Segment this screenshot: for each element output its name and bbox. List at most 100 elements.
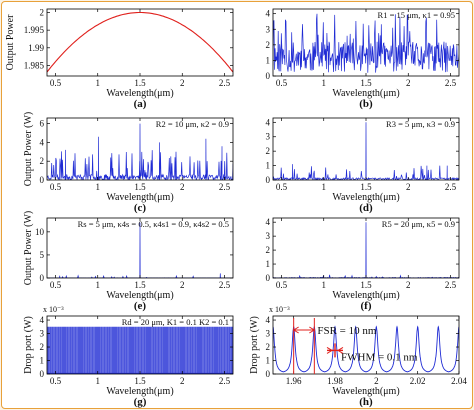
y-tick-label: 0	[266, 71, 271, 81]
y-tick-label: 1	[266, 55, 271, 65]
x-tick-label: 2.5	[445, 280, 457, 290]
signal-trace	[273, 13, 459, 73]
fwhm-arrow-right	[337, 346, 344, 354]
x-tick-label: 2	[406, 182, 411, 192]
plot-data	[47, 11, 233, 73]
y-tick-label: 2	[266, 146, 271, 156]
panel-label: (e)	[134, 300, 147, 312]
panel-label: (a)	[134, 98, 147, 110]
x-axis-label: Wavelength(μm)	[332, 386, 399, 397]
y-tick-label: 0	[266, 175, 271, 185]
x-tick-label: 2	[180, 280, 185, 290]
y-tick-label: 1	[266, 356, 271, 366]
y-tick-label: 5	[40, 250, 45, 260]
plot-area	[273, 316, 459, 374]
x-tick-label: 1	[95, 78, 100, 88]
x-tick-label: 0.5	[50, 78, 62, 88]
y-tick-label: 1.995	[24, 25, 45, 35]
plot-area	[47, 9, 233, 76]
y-tick-label: 4	[40, 315, 45, 325]
y-tick-label: 2	[266, 342, 271, 352]
y-tick-label: 1	[266, 161, 271, 171]
series-line	[47, 11, 233, 73]
y-tick-label: 2	[40, 8, 45, 18]
x-tick-label: 2.04	[451, 376, 467, 386]
y-tick-label: 1.99	[28, 43, 44, 53]
x-tick-label: 1	[321, 78, 326, 88]
x-tick-label: 1.5	[134, 78, 146, 88]
panel-label: (c)	[134, 202, 147, 214]
y-axis-label: Output Power (W)	[23, 112, 34, 186]
y-tick-label: 3	[40, 329, 45, 339]
y-tick-label: 2	[266, 40, 271, 50]
x-tick-label: 1.5	[360, 280, 372, 290]
x-axis-label: Wavelength(μm)	[332, 88, 399, 99]
parameter-annotation: R5 = 20 μm, κ5 = 0.9	[382, 219, 455, 229]
panel-e: 0.5 1 1.5 2 2.5 0 5 10 Wavelength(μm)(e) Output P…	[23, 211, 234, 312]
x-tick-label: 1.5	[360, 182, 372, 192]
x-tick-label: 1.96	[286, 376, 302, 386]
y-axis-label: Output Power (W)	[23, 211, 34, 285]
panel-label: (b)	[359, 98, 373, 110]
panel-label: (g)	[134, 396, 147, 408]
y-tick-label: 4	[266, 117, 271, 127]
x-axis-label: Wavelength(μm)	[106, 290, 173, 301]
y-tick-label: 3	[266, 231, 271, 241]
x-tick-label: 2	[374, 376, 379, 386]
panel-label: (f)	[361, 300, 372, 312]
x-tick-label: 0.5	[50, 280, 62, 290]
y-tick-label: 1.985	[24, 60, 45, 70]
parameter-annotation: R2 = 10 μm, κ2 = 0.9	[156, 119, 229, 129]
comb-trace	[47, 326, 233, 374]
panel-label: (d)	[359, 202, 373, 214]
panel-c: 0.5 1 1.5 2 2.5 0 2 4 6 Wavelength(μm)(c) Output P…	[23, 112, 234, 214]
y-tick-label: 0	[266, 369, 271, 379]
x-axis-label: Wavelength(μm)	[332, 192, 399, 203]
x-tick-label: 1.98	[327, 376, 343, 386]
plot-data	[273, 13, 459, 73]
fsr-arrow-head-right	[309, 326, 316, 334]
y-tick-label: 3	[266, 24, 271, 34]
y-exponent-label: x 10⁻³	[43, 305, 64, 314]
fsr-label: FSR = 10 nm	[317, 325, 377, 337]
y-tick-label: 4	[266, 217, 271, 227]
x-tick-label: 2	[406, 78, 411, 88]
y-tick-label: 6	[40, 119, 45, 129]
fwhm-arrow-left	[326, 346, 333, 354]
x-axis-label: Wavelength(μm)	[106, 192, 173, 203]
x-tick-label: 1	[321, 182, 326, 192]
x-tick-label: 1	[95, 376, 100, 386]
resonance-trace	[273, 325, 459, 373]
x-tick-label: 1.5	[134, 376, 146, 386]
x-tick-label: 2.5	[445, 182, 457, 192]
x-tick-label: 1.5	[134, 280, 146, 290]
x-tick-label: 1.5	[360, 78, 372, 88]
x-tick-label: 0.5	[276, 280, 288, 290]
y-tick-label: 0	[40, 273, 45, 283]
y-tick-label: 0	[40, 369, 45, 379]
y-tick-label: 1	[40, 356, 45, 366]
x-tick-label: 2	[180, 78, 185, 88]
y-tick-label: 1	[266, 259, 271, 269]
y-tick-label: 2	[40, 342, 45, 352]
panel-label: (h)	[359, 396, 373, 408]
parameter-annotation: R1 = 15 μm, κ1 = 0.95	[378, 10, 455, 20]
x-tick-label: 2	[180, 182, 185, 192]
panel-f: 0.5 1 1.5 2 2.5 0 1 2 3 4 Wavelength(μm)(f) R5 = 20…	[266, 217, 460, 312]
y-exponent-label: x 10⁻³	[269, 305, 290, 314]
y-axis-label: Drop port (W)	[23, 316, 34, 374]
x-tick-label: 2.5	[219, 376, 231, 386]
x-tick-label: 2.5	[219, 182, 231, 192]
x-tick-label: 2.5	[219, 78, 231, 88]
panel-h: 1.96 1.98 2 2.02 2.04 0 1 2 3 4 Wavelength(μm)(h) D…	[249, 305, 467, 408]
parameter-annotation: Rs = 5 μm, κ4s = 0.5, κ4s1 = 0.9, κ4s2 =…	[78, 219, 229, 229]
y-tick-label: 4	[266, 315, 271, 325]
axes-box	[272, 315, 460, 375]
y-tick-label: 10	[35, 227, 45, 237]
y-tick-label: 4	[40, 137, 45, 147]
x-tick-label: 0.5	[50, 182, 62, 192]
fwhm-label: FWHM = 0.1 nm	[341, 351, 418, 363]
y-tick-label: 0	[40, 175, 45, 185]
x-tick-label: 0.5	[276, 78, 288, 88]
